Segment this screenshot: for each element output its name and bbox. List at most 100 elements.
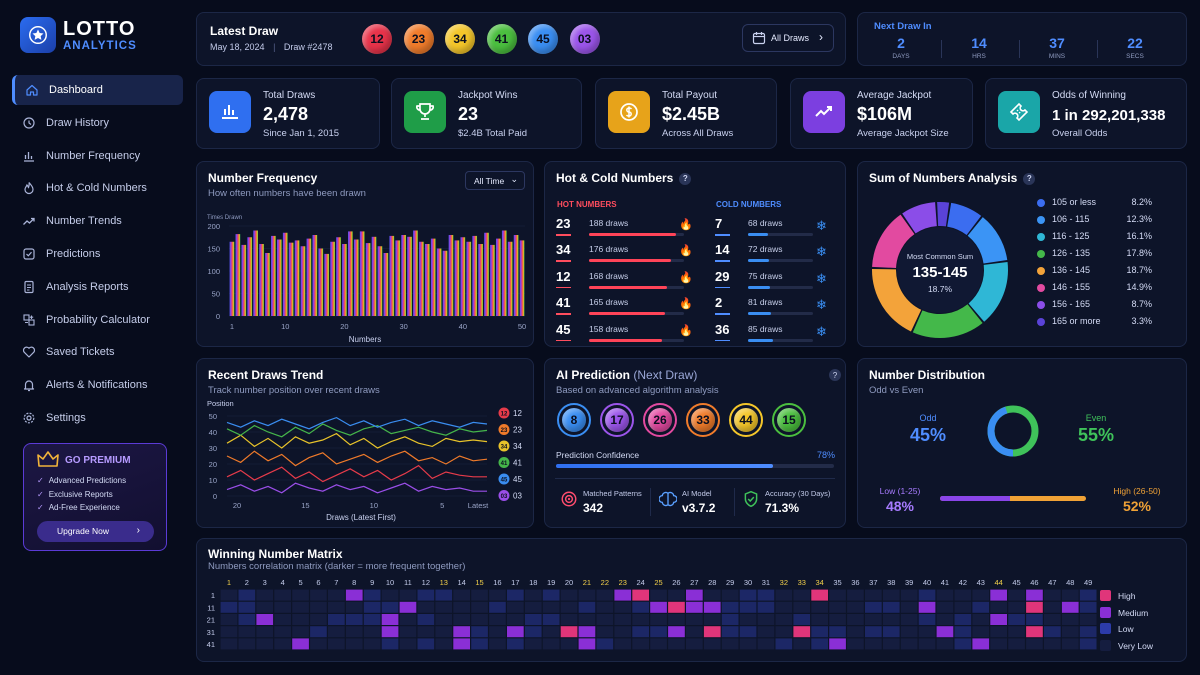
matrix-cell (345, 589, 363, 601)
frequency-bar (271, 235, 276, 316)
matrix-col-label: 46 (1030, 578, 1038, 587)
all-draws-button[interactable]: All Draws › (742, 24, 834, 52)
matrix-cell (668, 638, 685, 650)
matrix-cell (256, 626, 274, 638)
legend-value: 8.2% (1131, 197, 1152, 207)
matrix-cell (632, 638, 649, 650)
matrix-cell (900, 589, 918, 601)
frequency-bar-fill (748, 285, 771, 289)
stat-value: 23 (458, 104, 479, 124)
frequency-y-tick: 100 (207, 267, 220, 276)
frequency-bar-fill (748, 338, 773, 342)
chevron-right-icon: › (819, 30, 823, 44)
matrix-cell (847, 614, 864, 625)
legend-label: 136 - 145 (1052, 265, 1091, 275)
time-filter-select[interactable]: All Time ⌄ (465, 171, 525, 190)
confidence-label: Prediction Confidence (556, 450, 640, 460)
matrix-cell (507, 601, 524, 613)
odd-value: 45% (909, 425, 947, 445)
matrix-cell (274, 601, 291, 613)
countdown-value: 14 (971, 35, 987, 51)
matrix-cell (739, 589, 757, 601)
help-icon[interactable]: ? (1023, 172, 1036, 185)
frequency-bar-fill (589, 312, 665, 316)
sidebar-item-label: Draw History (46, 116, 109, 129)
matrix-cell (650, 601, 667, 613)
confidence-bar-fill (556, 464, 773, 468)
trend-legend-ball-label: 45 (501, 477, 508, 483)
frequency-bar (442, 250, 448, 316)
legend-swatch (1100, 590, 1111, 602)
trend-legend-ball (498, 457, 510, 468)
matrix-cell (220, 589, 238, 601)
matrix-cell (793, 601, 811, 613)
matrix-cell (757, 626, 775, 638)
sidebar-item-dashboard[interactable]: Dashboard (12, 75, 183, 105)
help-icon[interactable]: ? (829, 369, 841, 381)
matrix-col-label: 42 (959, 578, 967, 587)
matrix-cell (435, 614, 453, 625)
matrix-col-label: 21 (583, 578, 591, 587)
frequency-bar (235, 234, 241, 316)
frequency-bar (348, 231, 353, 316)
cold-number-row: 36 85 draws ❄ (715, 322, 865, 346)
matrix-cell (1044, 614, 1061, 625)
sidebar-item-alerts-notifications[interactable]: Alerts & Notifications (12, 370, 183, 400)
trend-x-tick: 5 (440, 501, 444, 510)
donut-slice (947, 202, 982, 235)
frequency-bar (241, 244, 247, 316)
trend-icon (803, 91, 845, 133)
metric-value: 71.3% (765, 501, 800, 515)
legend-dot (1037, 233, 1045, 241)
sidebar-item-analysis-reports[interactable]: Analysis Reports (12, 272, 183, 302)
matrix-cell (739, 626, 757, 638)
sidebar-item-probability-calculator[interactable]: Probability Calculator (12, 305, 183, 335)
sidebar-item-label: Hot & Cold Numbers (46, 182, 147, 195)
matrix-cell (238, 614, 256, 625)
upgrade-button[interactable]: Upgrade Now › (37, 521, 154, 542)
trend-legend-label: 34 (513, 442, 522, 451)
matrix-cell (363, 589, 381, 601)
frequency-bar (353, 239, 359, 316)
distribution-subtitle: Odd vs Even (869, 385, 924, 396)
matrix-col-label: 13 (440, 578, 448, 587)
brand-logo-icon (20, 17, 56, 53)
sidebar-item-number-trends[interactable]: Number Trends (12, 206, 183, 236)
sidebar-item-settings[interactable]: Settings (12, 403, 183, 433)
frequency-bar (454, 240, 460, 316)
frequency-bar (253, 230, 258, 316)
matrix-cell (1044, 601, 1061, 613)
matrix-col-label: 16 (493, 578, 501, 587)
sidebar-item-number-frequency[interactable]: Number Frequency (12, 141, 183, 171)
legend-dot (1037, 216, 1045, 224)
legend-value: 18.7% (1126, 265, 1152, 275)
matrix-cell (399, 626, 417, 638)
donut-slice (902, 202, 937, 234)
matrix-cell (256, 638, 274, 650)
sidebar-item-hot-cold-numbers[interactable]: Hot & Cold Numbers (12, 173, 183, 203)
matrix-col-label: 45 (1012, 578, 1020, 587)
matrix-cell (614, 589, 632, 601)
matrix-cell (900, 614, 918, 625)
trend-legend-ball (498, 490, 510, 501)
frequency-bar-fill (748, 259, 769, 263)
frequency-bar (371, 236, 377, 316)
matrix-cell (900, 638, 918, 650)
sidebar-item-draw-history[interactable]: Draw History (12, 108, 183, 138)
ticket-icon (998, 91, 1040, 133)
matrix-cell (381, 614, 399, 625)
matrix-cell (596, 626, 614, 638)
help-icon[interactable]: ? (679, 172, 692, 185)
donut-slice (937, 202, 950, 227)
cold-number-row: 14 72 draws ❄ (715, 242, 865, 266)
matrix-cell (739, 601, 757, 613)
drawn-ball: 41 (486, 24, 517, 54)
sidebar-item-predictions[interactable]: Predictions (12, 239, 183, 269)
sidebar-item-saved-tickets[interactable]: Saved Tickets (12, 337, 183, 367)
matrix-cell (721, 626, 739, 638)
hot-number: 34 (556, 242, 571, 258)
matrix-cell (417, 614, 435, 625)
drawn-ball: 45 (528, 24, 558, 54)
matrix-cell (936, 614, 954, 625)
frequency-bar-fill (589, 338, 663, 342)
